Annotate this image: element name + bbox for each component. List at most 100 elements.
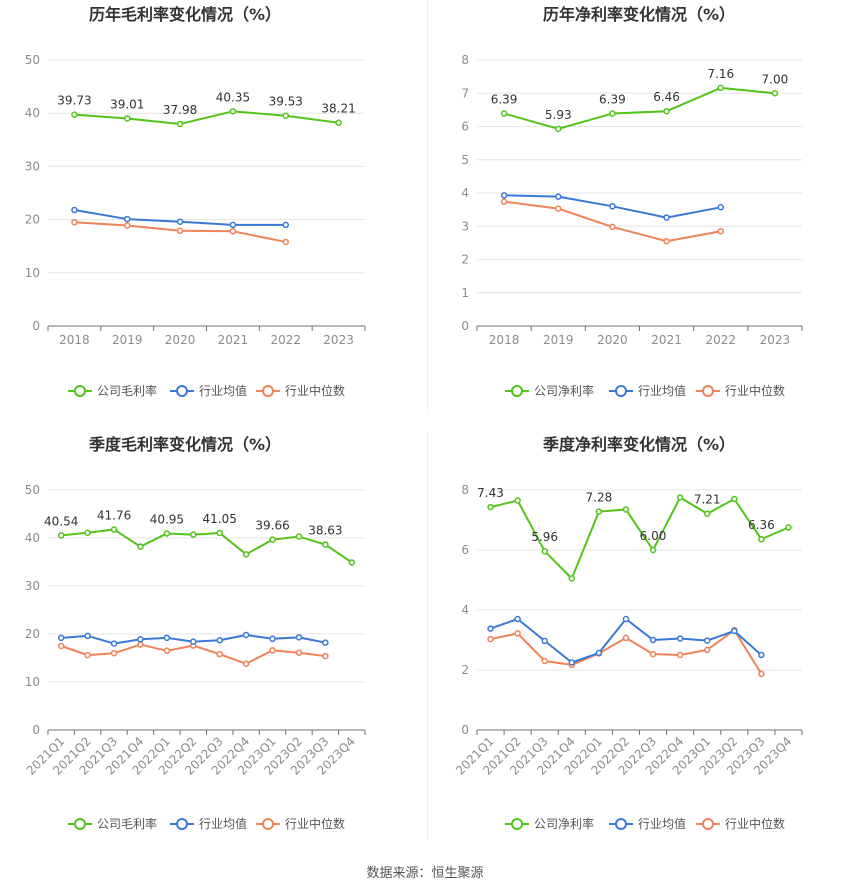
data-point[interactable]	[555, 125, 562, 133]
data-point[interactable]	[322, 652, 329, 660]
data-point[interactable]	[242, 631, 250, 639]
data-point[interactable]	[124, 222, 131, 229]
data-point[interactable]	[500, 192, 508, 199]
data-point[interactable]	[622, 506, 630, 513]
legend-item[interactable]: 公司毛利率	[68, 383, 157, 398]
data-point[interactable]	[609, 223, 616, 231]
legend-item[interactable]: 公司净利率	[505, 816, 594, 831]
legend-item[interactable]: 公司毛利率	[68, 816, 157, 831]
data-point[interactable]	[216, 636, 223, 644]
data-point[interactable]	[216, 529, 223, 537]
data-point[interactable]	[622, 615, 630, 623]
data-point[interactable]	[269, 647, 276, 654]
data-point[interactable]	[717, 84, 724, 92]
data-point[interactable]	[84, 529, 91, 536]
data-point[interactable]	[190, 531, 197, 538]
data-point[interactable]	[295, 649, 303, 656]
data-point[interactable]	[663, 214, 670, 221]
data-point[interactable]	[348, 559, 356, 566]
data-point[interactable]	[541, 547, 548, 555]
data-point[interactable]	[514, 630, 521, 637]
data-point[interactable]	[717, 204, 724, 211]
data-point[interactable]	[57, 634, 65, 642]
data-point[interactable]	[110, 526, 118, 533]
data-point[interactable]	[703, 646, 711, 654]
data-point[interactable]	[758, 535, 765, 543]
data-point[interactable]	[703, 510, 711, 517]
data-point[interactable]	[110, 649, 118, 657]
data-point[interactable]	[663, 237, 670, 245]
data-point[interactable]	[541, 637, 548, 645]
legend-item[interactable]: 行业中位数	[696, 383, 785, 398]
data-point[interactable]	[649, 650, 657, 658]
legend-item[interactable]: 行业均值	[170, 383, 247, 398]
data-point[interactable]	[282, 221, 289, 229]
data-point[interactable]	[242, 660, 250, 668]
data-point[interactable]	[295, 533, 303, 540]
data-point[interactable]	[785, 524, 792, 531]
data-point[interactable]	[163, 634, 171, 642]
data-point[interactable]	[176, 120, 184, 128]
legend-item[interactable]: 行业均值	[170, 816, 247, 831]
data-point[interactable]	[595, 649, 603, 657]
data-point[interactable]	[322, 639, 329, 646]
data-point[interactable]	[649, 636, 657, 644]
data-point[interactable]	[335, 119, 342, 126]
data-point[interactable]	[229, 108, 237, 115]
legend-item[interactable]: 行业均值	[609, 383, 686, 398]
data-point[interactable]	[190, 638, 197, 645]
data-point[interactable]	[57, 532, 65, 539]
data-point[interactable]	[622, 634, 630, 642]
legend-item[interactable]: 行业中位数	[256, 383, 345, 398]
data-point[interactable]	[541, 657, 548, 665]
data-point[interactable]	[57, 642, 65, 650]
data-point[interactable]	[229, 228, 237, 235]
data-point[interactable]	[514, 615, 521, 623]
data-point[interactable]	[176, 227, 184, 235]
data-point[interactable]	[269, 635, 276, 643]
data-point[interactable]	[703, 637, 711, 644]
data-point[interactable]	[609, 110, 616, 117]
data-point[interactable]	[84, 651, 91, 659]
data-point[interactable]	[269, 536, 276, 543]
data-point[interactable]	[282, 112, 289, 119]
legend-item[interactable]: 行业均值	[609, 816, 686, 831]
data-point[interactable]	[595, 508, 603, 515]
legend-item[interactable]: 公司净利率	[505, 383, 594, 398]
data-point[interactable]	[731, 495, 738, 503]
data-point[interactable]	[282, 238, 289, 246]
data-point[interactable]	[500, 110, 508, 117]
data-point[interactable]	[71, 111, 78, 118]
data-point[interactable]	[555, 193, 562, 200]
data-point[interactable]	[229, 221, 237, 229]
data-point[interactable]	[500, 198, 508, 205]
data-point[interactable]	[663, 107, 670, 115]
data-point[interactable]	[649, 546, 657, 554]
data-point[interactable]	[71, 219, 78, 226]
data-point[interactable]	[163, 647, 171, 655]
legend-item[interactable]: 行业中位数	[256, 816, 345, 831]
data-point[interactable]	[84, 632, 91, 640]
data-point[interactable]	[242, 551, 250, 558]
data-point[interactable]	[609, 203, 616, 210]
data-point[interactable]	[731, 627, 738, 635]
data-point[interactable]	[487, 503, 494, 511]
data-point[interactable]	[216, 650, 223, 658]
data-point[interactable]	[322, 541, 329, 548]
data-point[interactable]	[758, 670, 765, 678]
legend-item[interactable]: 行业中位数	[696, 816, 785, 831]
data-point[interactable]	[676, 494, 684, 501]
data-point[interactable]	[555, 205, 562, 212]
data-point[interactable]	[137, 641, 144, 648]
data-point[interactable]	[124, 215, 131, 223]
data-point[interactable]	[176, 218, 184, 225]
data-point[interactable]	[295, 634, 303, 641]
data-point[interactable]	[124, 115, 131, 122]
data-point[interactable]	[758, 651, 765, 659]
data-point[interactable]	[110, 640, 118, 647]
data-point[interactable]	[568, 575, 576, 582]
data-point[interactable]	[717, 227, 724, 235]
data-point[interactable]	[71, 206, 78, 214]
data-point[interactable]	[771, 90, 779, 97]
data-point[interactable]	[137, 543, 144, 550]
